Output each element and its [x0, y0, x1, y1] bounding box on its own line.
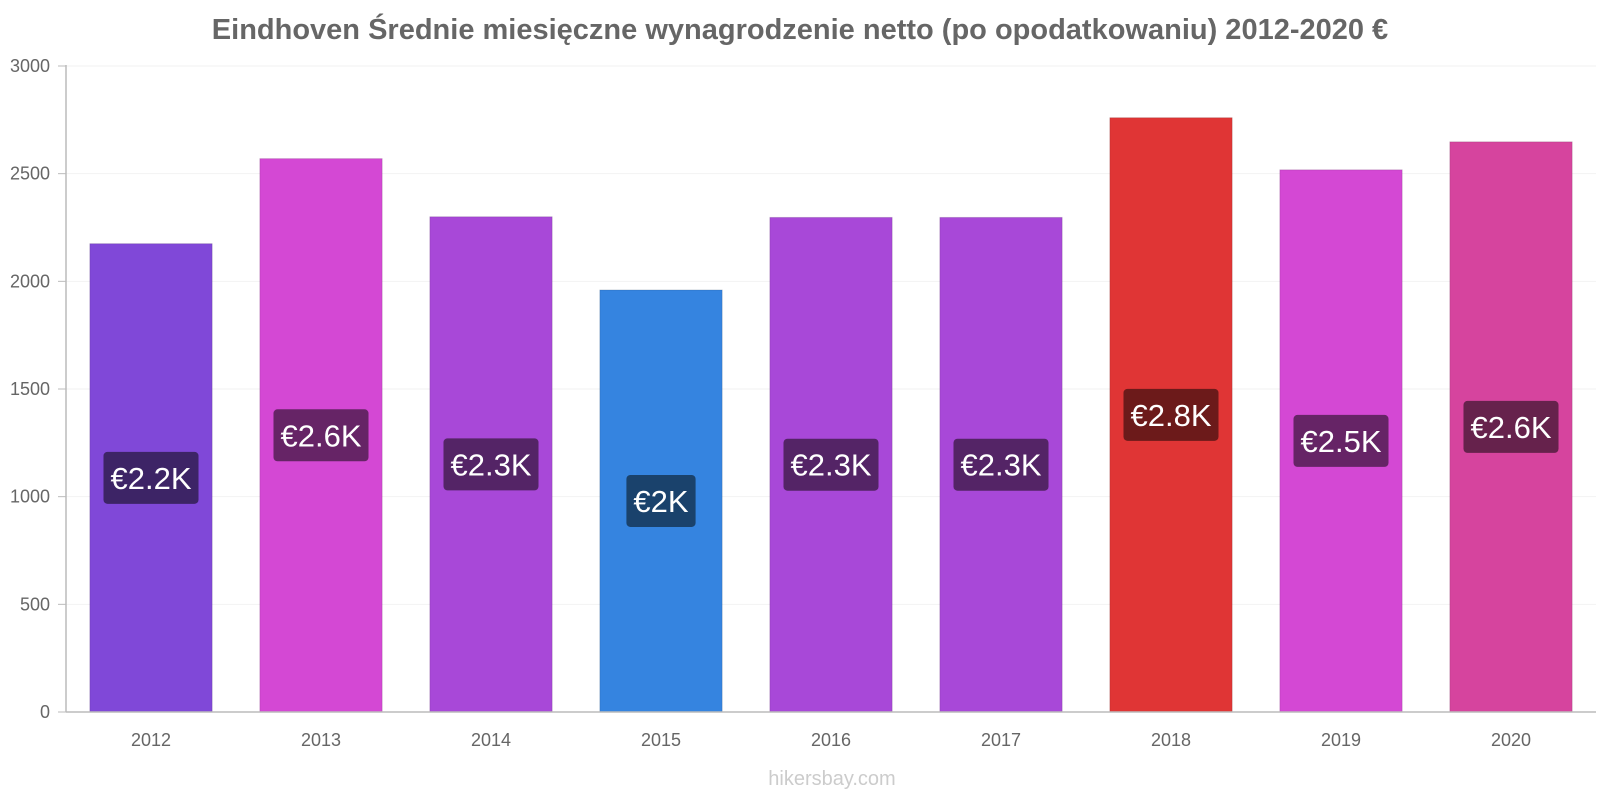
data-label-text: €2.3K	[450, 447, 531, 482]
y-tick-label: 500	[20, 594, 50, 614]
data-label-bg	[1463, 400, 1559, 453]
x-tick-label: 2016	[811, 730, 851, 750]
data-label-2016: €2.3K	[783, 438, 879, 491]
data-label-bg	[273, 409, 369, 462]
data-label-text: €2.8K	[1130, 398, 1211, 433]
x-tick-labels: 2012 2013 2014 2015 2016 2017 2018 2019 2020	[131, 730, 1531, 750]
data-label-2020: €2.6K	[1463, 400, 1559, 453]
x-tick-label: 2012	[131, 730, 171, 750]
y-tick-label: 3000	[10, 56, 50, 76]
data-label-bg	[953, 438, 1049, 491]
x-tick-label: 2020	[1491, 730, 1531, 750]
data-label-text: €2.3K	[960, 448, 1041, 483]
data-label-text: €2.6K	[280, 418, 361, 453]
data-label-text: €2.5K	[1300, 424, 1381, 459]
data-label-text: €2.3K	[790, 448, 871, 483]
data-label-2013: €2.6K	[273, 409, 369, 462]
y-tick-label: 1500	[10, 379, 50, 399]
data-label-text: €2K	[633, 484, 688, 519]
y-tick-label: 2000	[10, 271, 50, 291]
data-label-2017: €2.3K	[953, 438, 1049, 491]
data-label-2018: €2.8K	[1123, 388, 1219, 441]
data-label-2019: €2.5K	[1293, 414, 1389, 467]
chart-title: Eindhoven Średnie miesięczne wynagrodzen…	[211, 14, 1389, 46]
y-tick-labels: 0 500 1000 1500 2000 2500 3000	[10, 56, 66, 722]
data-label-bg	[626, 474, 696, 527]
y-tick-label: 0	[40, 702, 50, 722]
x-tick-label: 2014	[471, 730, 511, 750]
data-label-text: €2.2K	[110, 461, 191, 496]
data-label-bg	[443, 438, 539, 491]
data-label-bg	[1123, 388, 1219, 441]
data-label-bg	[1293, 414, 1389, 467]
y-tick-label: 2500	[10, 164, 50, 184]
data-label-bg	[103, 451, 199, 504]
x-tick-label: 2013	[301, 730, 341, 750]
data-label-2012: €2.2K	[103, 451, 199, 504]
x-tick-label: 2015	[641, 730, 681, 750]
x-tick-label: 2019	[1321, 730, 1361, 750]
x-tick-label: 2017	[981, 730, 1021, 750]
watermark: hikersbay.com	[768, 768, 896, 790]
y-tick-label: 1000	[10, 487, 50, 507]
data-label-text: €2.6K	[1470, 410, 1551, 445]
data-label-2015: €2K	[626, 474, 696, 527]
data-label-bg	[783, 438, 879, 491]
x-tick-label: 2018	[1151, 730, 1191, 750]
data-label-2014: €2.3K	[443, 438, 539, 491]
data-labels: €2.2K €2.6K €2.3K €2K €2.3K €2.3K €2.8K €2.5K €2…	[103, 388, 1559, 527]
